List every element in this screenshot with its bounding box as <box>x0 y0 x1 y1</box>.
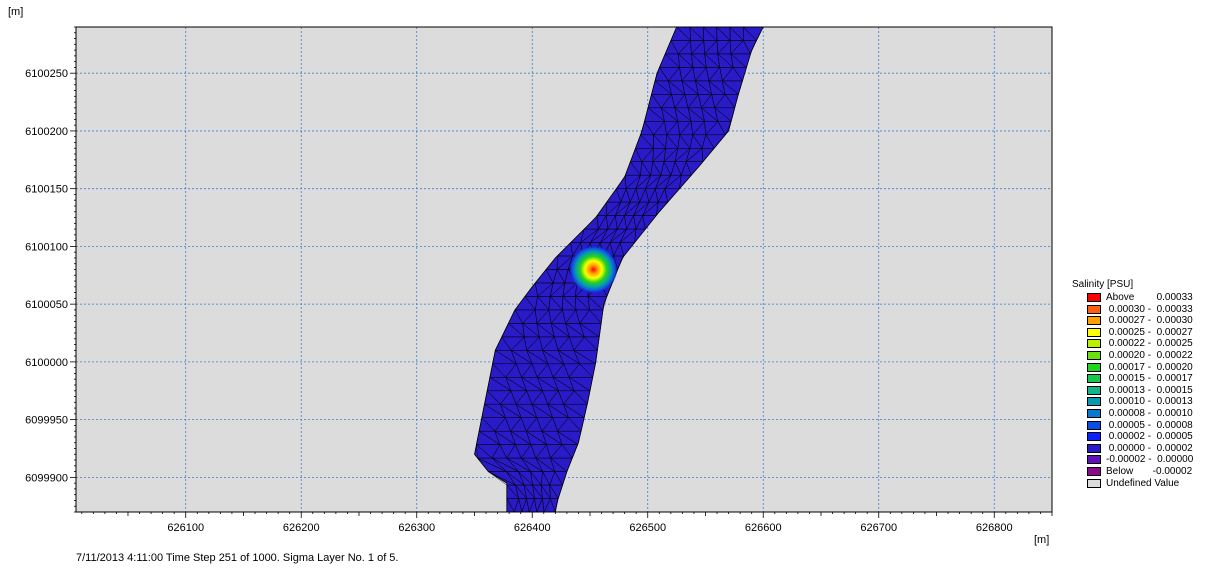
legend-label: 0.00008 - 0.00010 <box>1106 407 1193 419</box>
y-tick-label: 6100250 <box>25 68 68 80</box>
legend-label: 0.00027 - 0.00030 <box>1106 315 1193 327</box>
legend-entry: 0.00017 - 0.00020 <box>1072 362 1212 374</box>
legend-entry: 0.00008 - 0.00010 <box>1072 408 1212 420</box>
x-tick-label: 626800 <box>976 522 1013 534</box>
mesh-triangles <box>475 27 764 512</box>
legend-entry: Undefined Value <box>1072 478 1212 490</box>
legend-swatch <box>1087 293 1101 302</box>
legend-label: 0.00030 - 0.00033 <box>1106 303 1193 315</box>
y-unit-label: [m] <box>8 6 23 18</box>
legend-swatch <box>1087 408 1101 418</box>
legend-swatch <box>1087 455 1101 465</box>
legend-entry: 0.00015 - 0.00017 <box>1072 373 1212 385</box>
legend-swatch <box>1087 362 1101 372</box>
x-unit-label: [m] <box>1034 534 1049 546</box>
legend-swatch <box>1087 374 1101 384</box>
legend-entry: Above 0.00033 <box>1072 292 1212 304</box>
legend-entry: -0.00002 - 0.00000 <box>1072 454 1212 466</box>
legend-swatch <box>1087 443 1101 453</box>
legend-swatch <box>1087 478 1101 488</box>
legend-entry: 0.00030 - 0.00033 <box>1072 304 1212 316</box>
legend-label: 0.00015 - 0.00017 <box>1106 373 1193 385</box>
legend-label: Above 0.00033 <box>1106 292 1193 303</box>
legend-label: 0.00017 - 0.00020 <box>1106 361 1193 373</box>
legend: Salinity [PSU] Above 0.00033 0.00030 - 0… <box>1072 279 1212 489</box>
legend-swatch <box>1087 466 1101 476</box>
legend-entry: 0.00027 - 0.00030 <box>1072 315 1212 327</box>
x-tick-label: 626500 <box>629 522 666 534</box>
legend-label: 0.00002 - 0.00005 <box>1106 431 1193 443</box>
legend-entry: 0.00002 - 0.00005 <box>1072 431 1212 443</box>
legend-swatch <box>1087 304 1101 314</box>
legend-label: 0.00013 - 0.00015 <box>1106 384 1193 396</box>
legend-label: 0.00010 - 0.00013 <box>1106 396 1193 408</box>
y-tick-label: 6100050 <box>25 299 68 311</box>
legend-entry: 0.00005 - 0.00008 <box>1072 420 1212 432</box>
x-tick-label: 626100 <box>167 522 204 534</box>
y-tick-label: 6099900 <box>25 472 68 484</box>
legend-label: 0.00025 - 0.00027 <box>1106 326 1193 338</box>
salinity-plume <box>569 245 618 294</box>
legend-label: 0.00022 - 0.00025 <box>1106 338 1193 350</box>
legend-swatch <box>1087 397 1101 407</box>
legend-entry: 0.00020 - 0.00022 <box>1072 350 1212 362</box>
x-tick-label: 626300 <box>398 522 435 534</box>
legend-entry: 0.00025 - 0.00027 <box>1072 327 1212 339</box>
x-tick-label: 626700 <box>860 522 897 534</box>
y-tick-label: 6100200 <box>25 126 68 138</box>
x-tick-label: 626600 <box>745 522 782 534</box>
legend-swatch <box>1087 385 1101 395</box>
legend-entry: 0.00022 - 0.00025 <box>1072 338 1212 350</box>
legend-label: Undefined Value <box>1106 477 1180 489</box>
y-tick-label: 6100150 <box>25 184 68 196</box>
legend-swatch <box>1087 339 1101 349</box>
x-tick-label: 626400 <box>514 522 551 534</box>
legend-swatch <box>1087 350 1101 360</box>
plume-hotspot <box>569 245 618 294</box>
status-text: 7/11/2013 4:11:00 Time Step 251 of 1000.… <box>76 552 399 564</box>
legend-entry: Below -0.00002 <box>1072 466 1212 478</box>
legend-entries: Above 0.00033 0.00030 - 0.00033 0.00027 … <box>1072 292 1212 489</box>
legend-swatch <box>1087 420 1101 430</box>
legend-entry: 0.00010 - 0.00013 <box>1072 396 1212 408</box>
legend-label: -0.00002 - 0.00000 <box>1106 454 1194 466</box>
y-tick-label: 6100100 <box>25 241 68 253</box>
legend-swatch <box>1087 327 1101 337</box>
mesh-lines <box>475 27 764 512</box>
legend-entry: 0.00013 - 0.00015 <box>1072 385 1212 397</box>
y-tick-label: 6100000 <box>25 357 68 369</box>
legend-entry: 0.00000 - 0.00002 <box>1072 443 1212 455</box>
y-tick-label: 6099950 <box>25 415 68 427</box>
legend-label: 0.00020 - 0.00022 <box>1106 349 1193 361</box>
legend-label: Below -0.00002 <box>1106 465 1193 477</box>
axis-ticks: 626100 626200 626300 626400 626500 626600 6267… <box>25 26 1053 534</box>
legend-title: Salinity [PSU] <box>1072 279 1134 290</box>
legend-label: 0.00000 - 0.00002 <box>1106 442 1193 454</box>
legend-swatch <box>1087 432 1101 442</box>
legend-swatch <box>1087 316 1101 326</box>
legend-label: 0.00005 - 0.00008 <box>1106 419 1193 431</box>
x-tick-label: 626200 <box>283 522 320 534</box>
